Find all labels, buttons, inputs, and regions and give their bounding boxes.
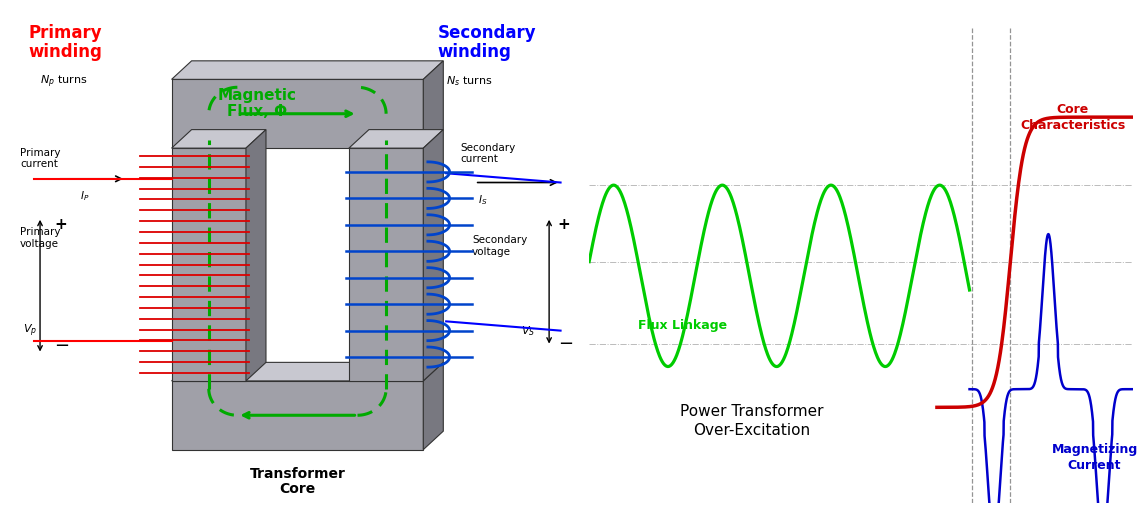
Text: $V_S$: $V_S$ <box>521 324 534 338</box>
Polygon shape <box>172 61 444 79</box>
Text: Secondary
winding: Secondary winding <box>438 24 537 61</box>
Text: −: − <box>558 335 573 353</box>
Polygon shape <box>423 362 444 450</box>
Text: +: + <box>558 217 571 232</box>
Text: Transformer
Core: Transformer Core <box>249 467 345 496</box>
Text: $I_S$: $I_S$ <box>478 193 487 207</box>
Polygon shape <box>423 61 444 148</box>
Text: $I_P$: $I_P$ <box>80 189 89 203</box>
Polygon shape <box>246 130 265 381</box>
Text: Primary
voltage: Primary voltage <box>19 227 61 249</box>
Polygon shape <box>423 130 444 381</box>
Polygon shape <box>172 148 246 381</box>
Text: Magnetizing
Current: Magnetizing Current <box>1051 443 1137 472</box>
Text: Core
Characteristics: Core Characteristics <box>1020 103 1126 132</box>
Text: $V_p$: $V_p$ <box>23 322 37 339</box>
Text: +: + <box>55 217 67 232</box>
Polygon shape <box>172 79 423 148</box>
Text: Power Transformer
Over-Excitation: Power Transformer Over-Excitation <box>681 404 824 439</box>
Text: Primary
winding: Primary winding <box>29 24 103 61</box>
Text: Secondary
voltage: Secondary voltage <box>472 235 527 257</box>
Polygon shape <box>172 381 423 450</box>
Text: −: − <box>55 338 70 355</box>
Polygon shape <box>349 148 423 381</box>
Text: $N_s$ turns: $N_s$ turns <box>446 74 493 88</box>
Text: Magnetic
Flux, Φ: Magnetic Flux, Φ <box>217 88 297 118</box>
Polygon shape <box>349 130 444 148</box>
Polygon shape <box>172 362 444 381</box>
Text: Flux Linkage: Flux Linkage <box>638 319 728 332</box>
Polygon shape <box>172 130 265 148</box>
Text: Primary
current: Primary current <box>19 148 61 169</box>
Text: Secondary
current: Secondary current <box>460 143 516 164</box>
Text: $N_p$ turns: $N_p$ turns <box>40 74 87 90</box>
